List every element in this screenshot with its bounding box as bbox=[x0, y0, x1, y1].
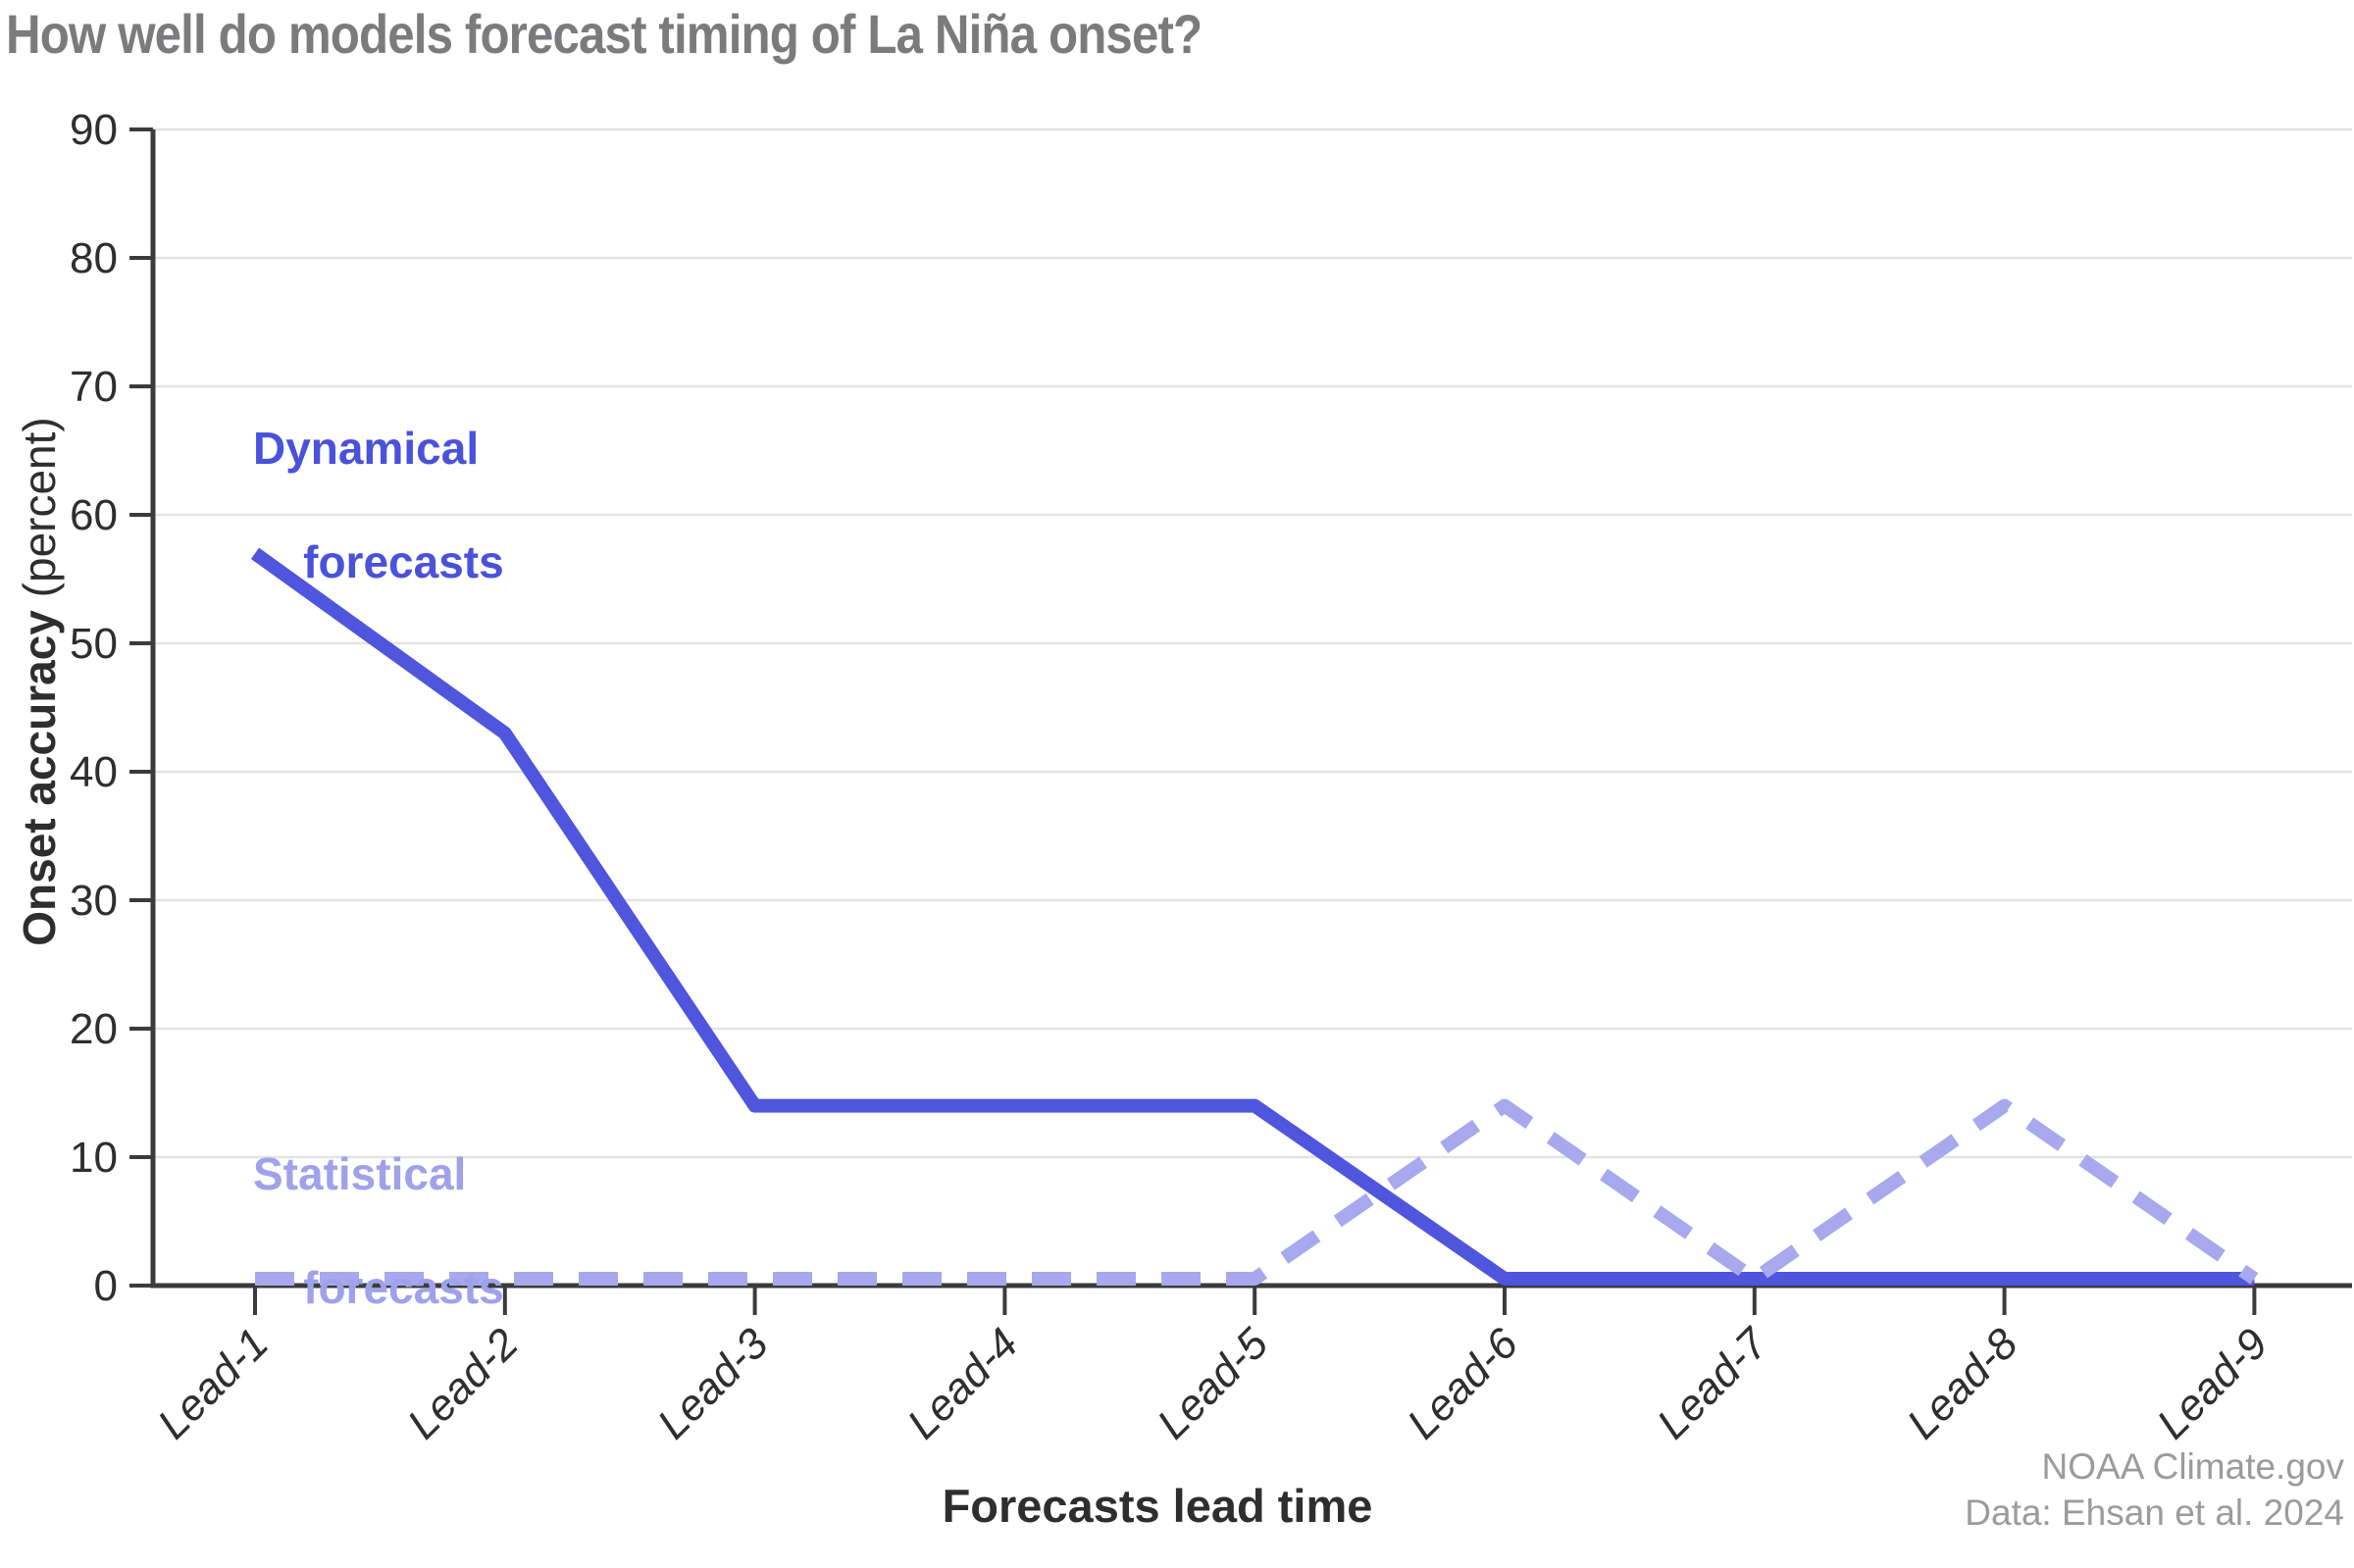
attribution-data: Data: Ehsan et al. 2024 bbox=[1965, 1492, 2344, 1533]
y-tick-label: 0 bbox=[94, 1262, 118, 1310]
chart-title: How well do models forecast timing of La… bbox=[6, 3, 1203, 65]
y-tick-label: 40 bbox=[70, 748, 118, 796]
y-tick-label: 60 bbox=[70, 491, 118, 539]
series-label-dynamical: Dynamical forecasts bbox=[253, 420, 504, 590]
series-line-dynamical bbox=[250, 547, 2255, 1286]
y-tick-label: 80 bbox=[70, 234, 118, 282]
y-axis-title: Onset accuracy (percent) bbox=[13, 338, 66, 1025]
x-tick-label: Lead-6 bbox=[1399, 1319, 1528, 1448]
y-tick-label: 10 bbox=[70, 1134, 118, 1182]
attribution: NOAA Climate.gov Data: Ehsan et al. 2024 bbox=[1965, 1443, 2344, 1536]
y-tick-label: 70 bbox=[70, 363, 118, 411]
y-tick-label: 90 bbox=[70, 106, 118, 154]
x-axis-title: Forecasts lead time bbox=[942, 1480, 1373, 1532]
x-tick-label: Lead-4 bbox=[898, 1319, 1028, 1448]
series-label-statistical-line1: Statistical bbox=[253, 1148, 467, 1199]
y-tick-label: 30 bbox=[70, 877, 118, 925]
x-tick-label: Lead-5 bbox=[1149, 1319, 1278, 1448]
series-label-statistical-line2: forecasts bbox=[303, 1262, 504, 1313]
x-tick-label: Lead-2 bbox=[398, 1319, 528, 1448]
series-label-statistical: Statistical forecasts bbox=[253, 1145, 504, 1316]
x-tick-label: Lead-3 bbox=[648, 1319, 778, 1448]
x-tick-label: Lead-7 bbox=[1648, 1318, 1778, 1448]
attribution-source: NOAA Climate.gov bbox=[2041, 1446, 2344, 1487]
y-axis-title-units: (percent) bbox=[14, 417, 65, 611]
series-line-statistical bbox=[255, 1098, 2259, 1286]
y-tick-label: 20 bbox=[70, 1005, 118, 1053]
y-tick-label: 50 bbox=[70, 620, 118, 668]
x-tick-label: Lead-9 bbox=[2148, 1319, 2277, 1448]
series-label-dynamical-line1: Dynamical bbox=[253, 423, 480, 474]
x-tick-label: Lead-1 bbox=[149, 1319, 279, 1448]
x-tick-label: Lead-8 bbox=[1898, 1319, 2027, 1448]
y-axis-title-bold: Onset accuracy bbox=[14, 610, 65, 946]
series-label-dynamical-line2: forecasts bbox=[303, 536, 504, 587]
